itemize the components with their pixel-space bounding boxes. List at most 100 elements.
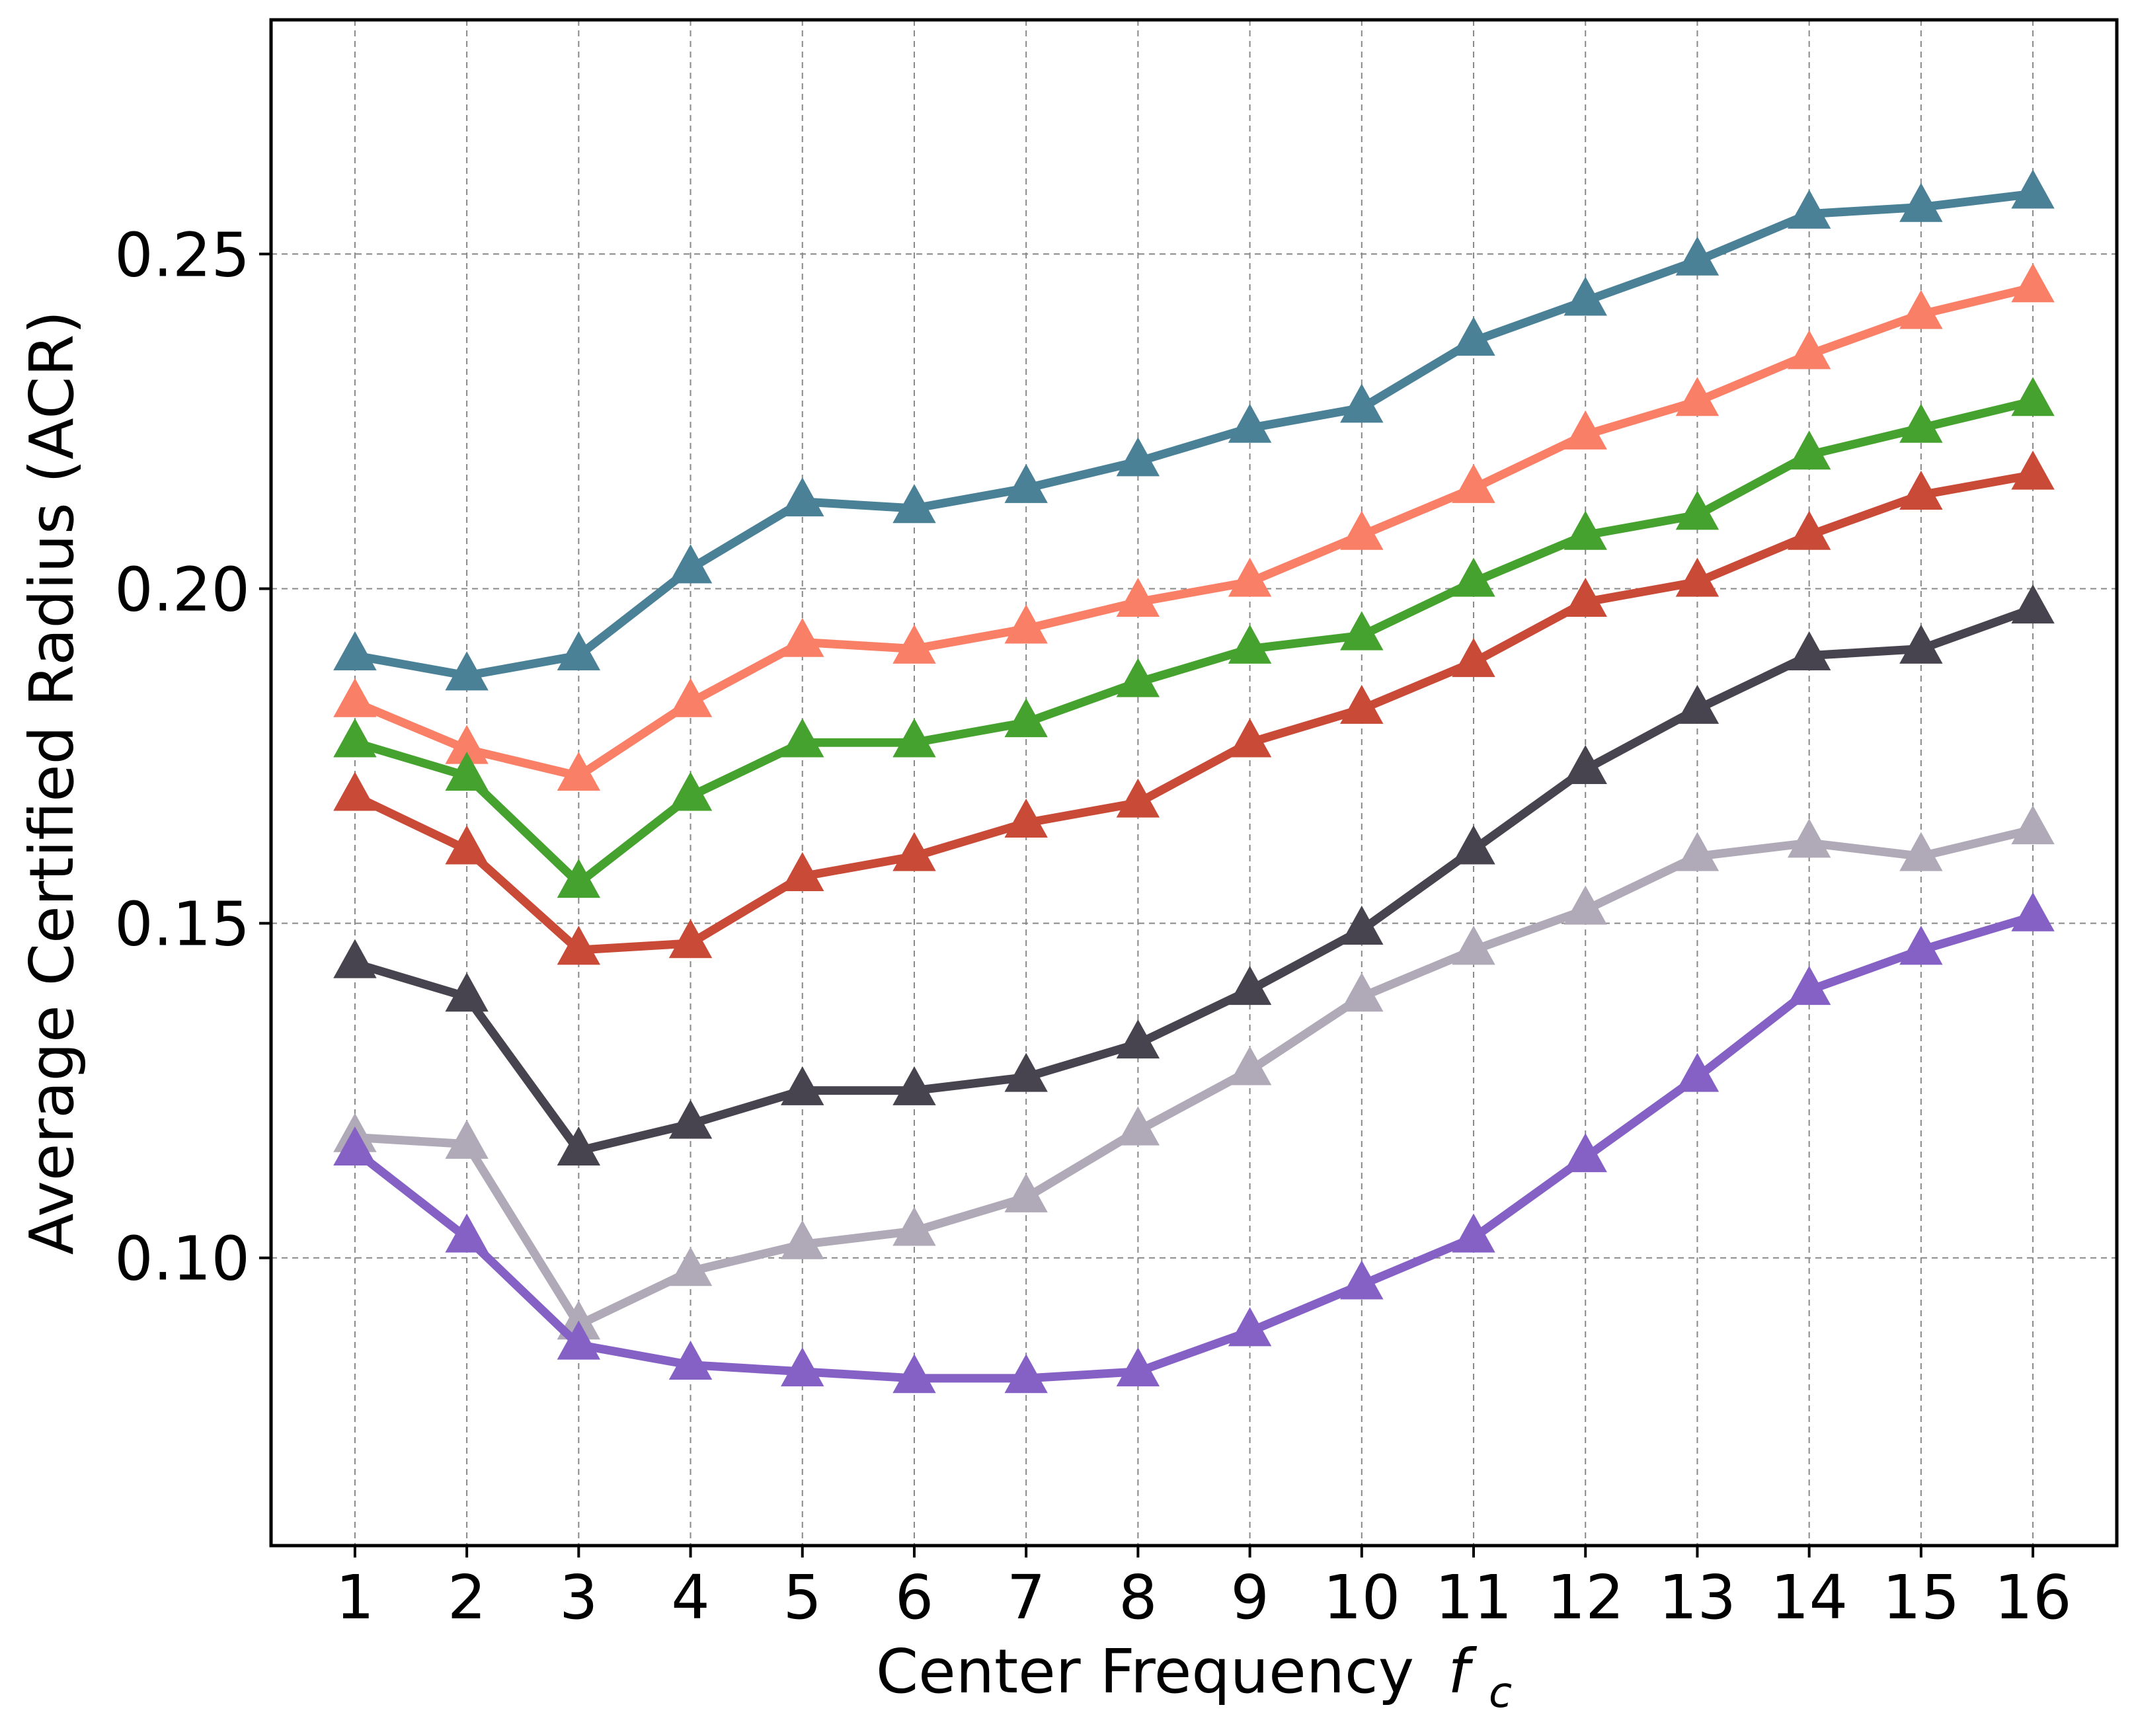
- series-point: [781, 851, 824, 891]
- series-point: [1340, 972, 1384, 1012]
- series-point: [445, 1213, 489, 1253]
- series-point: [1228, 557, 1272, 597]
- series-point: [1340, 1260, 1384, 1300]
- series-point: [1563, 510, 1607, 550]
- series-line: [350, 825, 2037, 1329]
- series-point: [1452, 317, 1495, 356]
- x-tick-label: 1: [336, 1562, 375, 1633]
- series-point: [1563, 577, 1607, 617]
- series-point: [557, 631, 601, 670]
- series-point: [1340, 905, 1384, 945]
- series-point: [668, 919, 713, 959]
- series-point: [1899, 290, 1943, 329]
- series-1: [333, 169, 2055, 691]
- series-point: [1004, 1354, 1048, 1394]
- series-point: [781, 718, 824, 758]
- series-3: [333, 377, 2055, 898]
- series-point: [1563, 276, 1607, 316]
- x-tick-label: 11: [1435, 1562, 1512, 1633]
- y-tick-label: 0.20: [114, 554, 250, 625]
- series-point: [1228, 1046, 1272, 1085]
- series-2: [333, 263, 2055, 791]
- x-tick-label: 5: [783, 1562, 822, 1633]
- x-tick-label: 14: [1770, 1562, 1848, 1633]
- series-line: [350, 397, 2037, 888]
- x-tick-label: 7: [1007, 1562, 1046, 1633]
- series-point: [1228, 403, 1272, 443]
- series-point: [781, 1066, 824, 1105]
- series-point: [1116, 658, 1160, 697]
- plot-frame: [269, 18, 2119, 1548]
- y-tick-label: 0.10: [114, 1224, 250, 1294]
- x-axis-label-symbol: f: [1448, 1636, 1477, 1707]
- series-point: [1787, 330, 1831, 370]
- series-point: [892, 624, 936, 664]
- series-point: [1116, 1106, 1160, 1146]
- series-point: [1228, 966, 1272, 1006]
- series-point: [892, 1066, 936, 1105]
- series-point: [1899, 182, 1943, 222]
- series-point: [1340, 611, 1384, 651]
- x-tick-label: 16: [1995, 1562, 2072, 1633]
- series-point: [1899, 624, 1943, 664]
- series-point: [1116, 1019, 1160, 1059]
- x-tick-label: 9: [1230, 1562, 1269, 1633]
- series-point: [333, 678, 377, 717]
- series-7: [333, 892, 2055, 1394]
- series-point: [892, 832, 936, 871]
- series-point: [1452, 926, 1495, 965]
- series-point: [333, 1126, 377, 1166]
- series-point: [1228, 1307, 1272, 1347]
- series-point: [2011, 450, 2055, 490]
- series-point: [668, 1247, 713, 1286]
- series-point: [1675, 236, 1719, 276]
- series-point: [1004, 698, 1048, 738]
- series-point: [781, 477, 824, 517]
- series-point: [445, 1119, 489, 1159]
- x-tick-label: 4: [671, 1562, 710, 1633]
- series-point: [1452, 1213, 1495, 1253]
- series-point: [1116, 778, 1160, 818]
- series-point: [557, 752, 601, 791]
- series-point: [1787, 430, 1831, 470]
- series-point: [1787, 189, 1831, 229]
- series-point: [333, 771, 377, 811]
- series-point: [1452, 638, 1495, 678]
- series-line: [350, 189, 2037, 680]
- ticks: 1 2 3 4 5 6 7 8 9 10 11 12 13 14 15 160.100.150.200.25: [114, 219, 2071, 1633]
- series-point: [1899, 832, 1943, 871]
- series-point: [445, 972, 489, 1012]
- series-point: [1675, 491, 1719, 530]
- series-point: [668, 1099, 713, 1139]
- series-point: [1340, 383, 1384, 423]
- series-point: [1899, 926, 1943, 965]
- series-4: [333, 450, 2055, 965]
- series-point: [781, 1347, 824, 1387]
- x-tick-label: 3: [559, 1562, 598, 1633]
- series-point: [1452, 463, 1495, 503]
- series-point: [1787, 966, 1831, 1006]
- series-point: [2011, 169, 2055, 209]
- series-point: [1452, 557, 1495, 597]
- series-point: [892, 718, 936, 758]
- series-group: [333, 169, 2055, 1394]
- series-point: [557, 1320, 601, 1360]
- series-point: [1340, 684, 1384, 724]
- series-point: [2011, 377, 2055, 416]
- series-5: [333, 584, 2055, 1166]
- y-tick-label: 0.25: [114, 219, 250, 290]
- series-point: [1116, 577, 1160, 617]
- series-point: [557, 1126, 601, 1166]
- series-point: [1563, 410, 1607, 450]
- series-point: [1899, 403, 1943, 443]
- series-point: [781, 1220, 824, 1259]
- series-point: [1116, 1347, 1160, 1387]
- series-point: [1004, 463, 1048, 503]
- series-point: [892, 484, 936, 524]
- series-line: [350, 604, 2037, 1156]
- series-point: [2011, 584, 2055, 624]
- series-6: [333, 805, 2055, 1340]
- series-point: [668, 678, 713, 717]
